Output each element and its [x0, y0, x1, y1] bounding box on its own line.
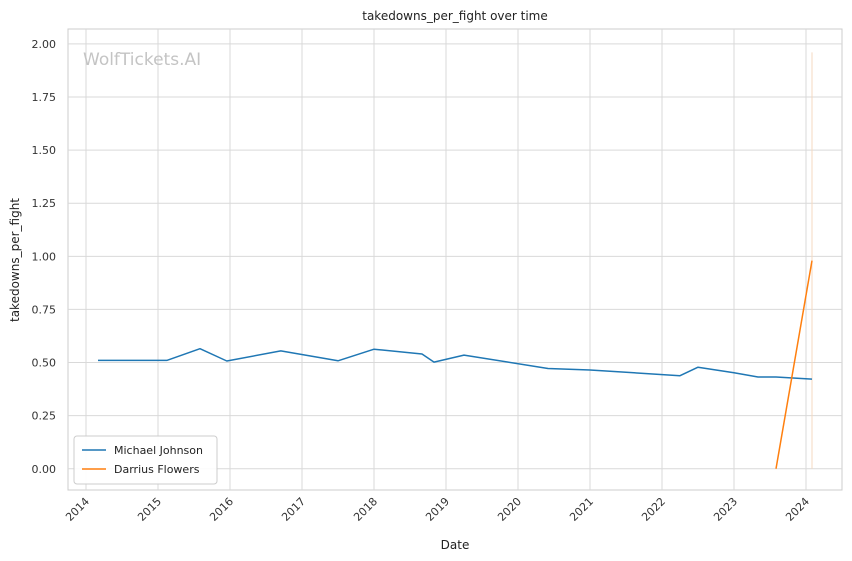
legend-entry-1: Michael Johnson — [114, 444, 203, 457]
legend-entry-2: Darrius Flowers — [114, 463, 200, 476]
y-tick-label: 1.75 — [32, 91, 57, 104]
y-tick-label: 0.00 — [32, 463, 57, 476]
legend-box — [73, 435, 218, 485]
x-tick-label: 2016 — [207, 495, 236, 524]
plot-frame — [67, 28, 843, 491]
y-tick-label: 1.00 — [32, 250, 57, 263]
y-tick-label: 0.75 — [32, 303, 57, 316]
plot-area: 0.00 0.25 0.50 0.75 1.00 1.25 1.50 1.75 2.00 2014… — [32, 28, 843, 524]
y-tick-label: 0.50 — [32, 357, 57, 370]
x-tick-label: 2024 — [783, 495, 812, 524]
series-line-2 — [775, 260, 813, 469]
x-tick-label: 2019 — [423, 495, 452, 524]
x-tick-label: 2017 — [279, 495, 308, 524]
y-tick-label: 1.50 — [32, 144, 57, 157]
x-tick-label: 2021 — [567, 495, 596, 524]
y-tick-label: 1.25 — [32, 197, 57, 210]
x-tick-label: 2020 — [495, 495, 524, 524]
chart-title: takedowns_per_fight over time — [362, 9, 548, 23]
x-axis-label: Date — [441, 538, 470, 552]
x-tick-label: 2018 — [351, 495, 380, 524]
y-tick-label: 2.00 — [32, 38, 57, 51]
x-tick-label: 2014 — [63, 495, 92, 524]
x-tick-label: 2015 — [135, 495, 164, 524]
x-tick-label: 2022 — [639, 495, 668, 524]
legend: Michael Johnson Darrius Flowers — [73, 435, 218, 485]
y-axis-label: takedowns_per_fight — [8, 198, 22, 322]
watermark: WolfTickets.AI — [83, 50, 201, 70]
x-tick-label: 2023 — [711, 495, 740, 524]
y-tick-label: 0.25 — [32, 410, 57, 423]
series-line-1 — [98, 347, 813, 380]
